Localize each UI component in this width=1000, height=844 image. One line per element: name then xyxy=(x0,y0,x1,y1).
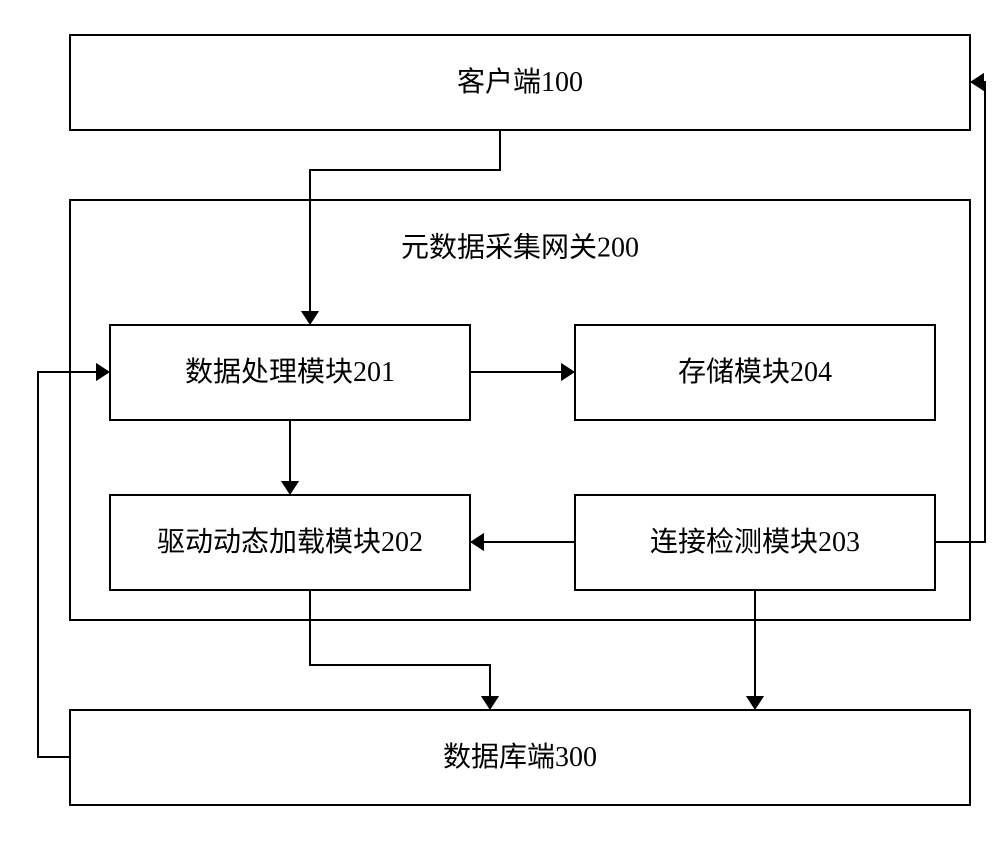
node-loader-label: 驱动动态加载模块202 xyxy=(157,526,423,558)
node-client-label: 客户端100 xyxy=(457,66,583,98)
node-proc-label: 数据处理模块201 xyxy=(185,356,395,388)
architecture-diagram: 元数据采集网关200 客户端100 数据处理模块201 存储模块204 驱动动态… xyxy=(0,0,1000,844)
node-detect-label: 连接检测模块203 xyxy=(650,526,860,558)
node-gateway-label: 元数据采集网关200 xyxy=(401,231,639,263)
node-store-label: 存储模块204 xyxy=(678,356,832,388)
node-db-label: 数据库端300 xyxy=(443,741,597,773)
